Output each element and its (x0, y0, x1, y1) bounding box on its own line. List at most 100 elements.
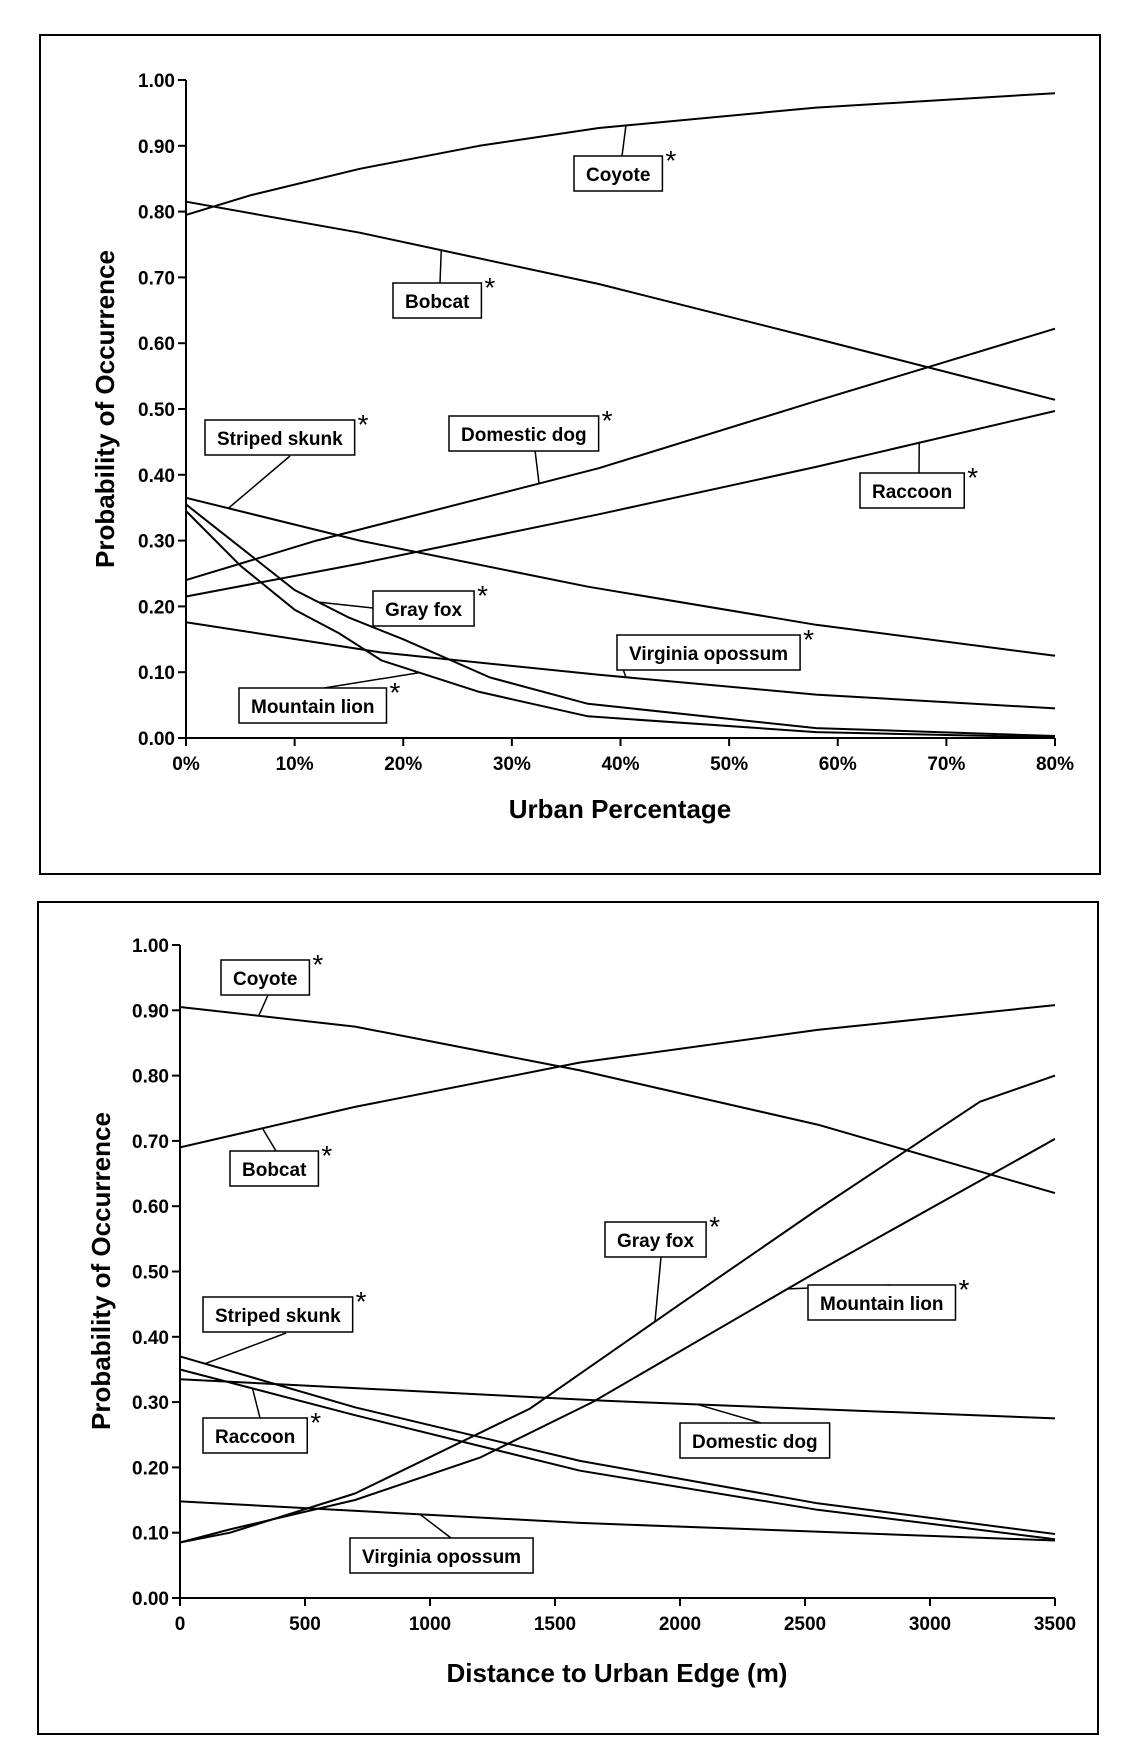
series-line-raccoon (179, 1368, 1056, 1541)
y-tick-label: 0.40 (138, 466, 175, 487)
callout-virginia-opossum: Virginia opossum * (616, 624, 814, 678)
y-tick-label: 0.60 (138, 334, 175, 355)
callout-box (392, 282, 483, 319)
callout-box (204, 419, 356, 456)
series-line-raccoon (185, 410, 1056, 598)
x-tick-label: 80% (1036, 754, 1074, 775)
callout-label: Coyote (586, 165, 650, 186)
urban-percentage-chart: 0.00 0.10 0.20 0.30 0.40 0.50 0.60 0.70 0.80 0.90… (39, 34, 1101, 875)
callout-striped-skunk: Striped skunk * (204, 409, 369, 509)
y-tick-label: 0.20 (132, 1458, 169, 1479)
significance-asterisk: * (967, 462, 978, 493)
y-tick-label: 0.80 (138, 203, 175, 224)
chart-frame (39, 34, 1101, 875)
x-tick-label: 20% (384, 754, 422, 775)
callout-label: Gray fox (385, 600, 463, 621)
x-tick-label: 30% (493, 754, 531, 775)
x-tick-label: 500 (289, 1614, 321, 1635)
callout-leader (323, 671, 420, 689)
x-tick-label: 0 (175, 1614, 186, 1635)
series-line-domestic-dog (179, 1378, 1056, 1420)
y-tick-label: 0.50 (138, 400, 175, 421)
y-tick-label: 1.00 (138, 71, 175, 92)
series-line-coyote (185, 92, 1056, 216)
y-tick-label: 0.80 (132, 1067, 169, 1088)
x-tick-label: 1500 (534, 1614, 576, 1635)
callout-label: Bobcat (405, 292, 470, 313)
chart-frame (37, 901, 1099, 1735)
y-tick-label: 0.10 (138, 663, 175, 684)
callout-label: Raccoon (215, 1427, 295, 1448)
x-tick-label: 1000 (409, 1614, 451, 1635)
y-tick-label: 0.70 (138, 268, 175, 289)
callout-label: Striped skunk (217, 429, 343, 450)
y-axis-title: Probability of Occurrence (90, 250, 120, 568)
callout-leader (697, 1403, 762, 1424)
callout-box (349, 1537, 534, 1574)
x-tick-label: 70% (927, 754, 965, 775)
series-line-bobcat (179, 1004, 1056, 1149)
callout-domestic-dog: Domestic dog (679, 1403, 831, 1459)
y-tick-label: 0.90 (138, 137, 175, 158)
callout-label: Mountain lion (251, 697, 374, 718)
significance-asterisk: * (321, 1140, 332, 1171)
callout-label: Coyote (233, 969, 297, 990)
series-line-striped-skunk (185, 496, 1056, 657)
callout-leader (258, 994, 269, 1017)
callout-leader (261, 1127, 277, 1152)
significance-asterisk: * (389, 677, 400, 708)
callout-mountain-lion: Mountain lion * (787, 1274, 969, 1321)
y-tick-label: 1.00 (132, 936, 169, 957)
callout-label: Domestic dog (692, 1432, 818, 1453)
callout-leader (318, 601, 374, 609)
y-tick-label: 0.00 (132, 1589, 169, 1610)
x-axis-title: Urban Percentage (509, 794, 732, 824)
y-tick-label: 0.30 (132, 1393, 169, 1414)
axes: 0.00 0.10 0.20 0.30 0.40 0.50 0.60 0.70 0.80 0.90… (138, 71, 1074, 775)
x-tick-label: 0% (172, 754, 200, 775)
series-line-virginia-opossum (185, 621, 1056, 710)
callout-bobcat: Bobcat * (229, 1127, 332, 1187)
series-line-bobcat (185, 200, 1056, 401)
y-tick-label: 0.20 (138, 597, 175, 618)
callout-mountain-lion: Mountain lion * (238, 671, 420, 724)
callout-striped-skunk: Striped skunk * (202, 1286, 367, 1365)
callout-label: Virginia opossum (629, 644, 788, 665)
callout-label: Gray fox (617, 1231, 695, 1252)
callout-box (859, 472, 965, 509)
series-line-striped-skunk (179, 1355, 1056, 1535)
callout-label: Domestic dog (461, 425, 587, 446)
callout-leader (251, 1388, 261, 1419)
callout-leader (419, 1513, 452, 1539)
significance-asterisk: * (312, 949, 323, 980)
x-axis-title: Distance to Urban Edge (m) (447, 1658, 788, 1688)
callout-leader (204, 1332, 287, 1365)
callout-label: Bobcat (242, 1160, 307, 1181)
y-tick-label: 0.00 (138, 729, 175, 750)
callout-box (616, 634, 801, 671)
callout-box (679, 1422, 831, 1459)
y-tick-label: 0.10 (132, 1524, 169, 1545)
y-tick-label: 0.50 (132, 1263, 169, 1284)
x-tick-label: 3500 (1034, 1614, 1076, 1635)
significance-asterisk: * (709, 1211, 720, 1242)
callout-coyote: Coyote * (573, 125, 676, 192)
callout-box (202, 1417, 308, 1454)
significance-asterisk: * (602, 405, 613, 436)
x-tick-label: 3000 (909, 1614, 951, 1635)
series-line-mountain-lion (179, 1138, 1056, 1544)
x-tick-label: 2000 (659, 1614, 701, 1635)
significance-asterisk: * (958, 1274, 969, 1305)
callout-box (372, 590, 475, 627)
callout-leader (534, 449, 540, 484)
callout-domestic-dog: Domestic dog * (448, 405, 613, 484)
series-line-gray-fox (179, 1074, 1056, 1544)
callout-raccoon: Raccoon * (859, 442, 978, 509)
significance-asterisk: * (358, 409, 369, 440)
y-tick-label: 0.70 (132, 1132, 169, 1153)
series-line-virginia-opossum (179, 1500, 1056, 1542)
significance-asterisk: * (310, 1407, 321, 1438)
callout-raccoon: Raccoon * (202, 1388, 321, 1454)
callout-leader (227, 455, 291, 509)
